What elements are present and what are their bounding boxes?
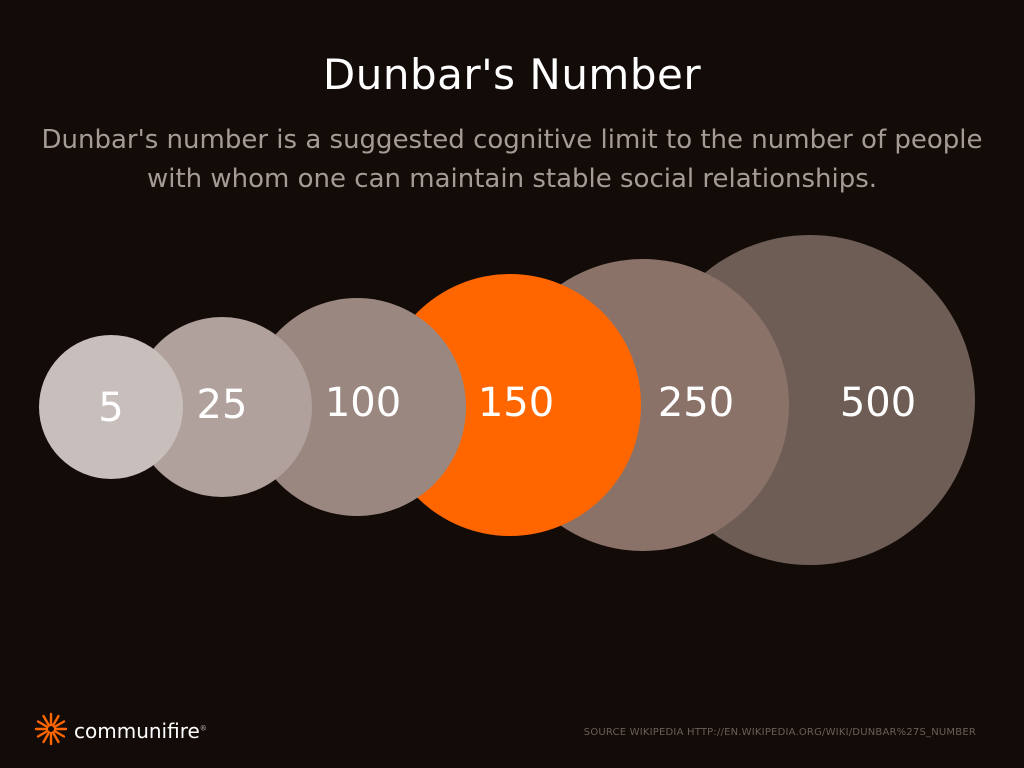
sunburst-icon: [34, 712, 68, 750]
brand-name: communifire: [74, 719, 200, 743]
circle-label-500: 500: [840, 380, 916, 426]
source-citation: SOURCE WIKIPEDIA HTTP://EN.WIKIPEDIA.ORG…: [583, 727, 976, 738]
circle-5: [39, 335, 183, 479]
circle-100: [248, 298, 466, 516]
page-title: Dunbar's Number: [322, 50, 702, 99]
registered-mark: ®: [199, 724, 207, 733]
circle-25: [132, 317, 312, 497]
page-subtitle: Dunbar's number is a suggested cognitive…: [41, 125, 983, 194]
communifire-logo: communifire®: [34, 712, 207, 750]
circle-label-25: 25: [197, 382, 248, 428]
circle-label-5: 5: [98, 385, 123, 431]
circle-label-250: 250: [658, 380, 734, 426]
circle-label-100: 100: [325, 380, 401, 426]
circle-label-150: 150: [478, 380, 554, 426]
